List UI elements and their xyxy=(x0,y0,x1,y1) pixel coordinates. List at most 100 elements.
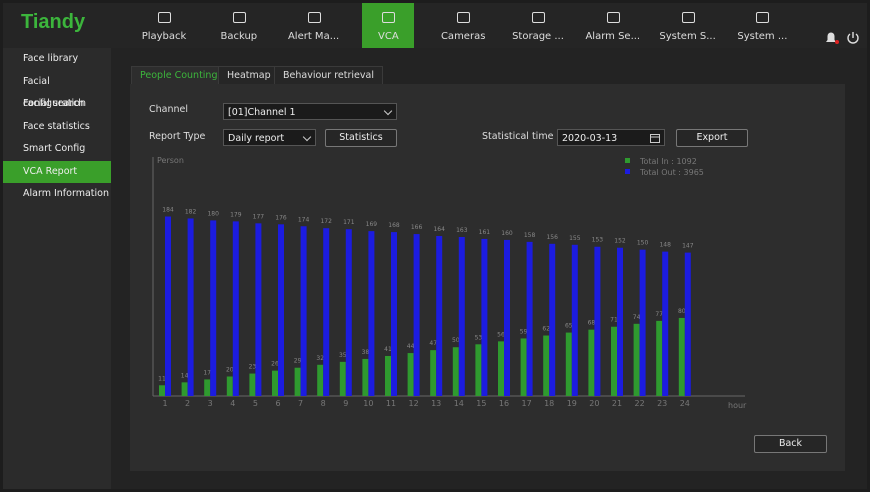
statistics-button[interactable]: Statistics xyxy=(325,129,397,147)
sidebar-item[interactable]: VCA Report xyxy=(3,160,111,183)
nav-item[interactable]: Alert Ma... xyxy=(288,3,340,48)
x-tick-label: 20 xyxy=(589,399,599,408)
nav-item[interactable]: Playback xyxy=(138,3,190,48)
sidebar-item[interactable]: Face statistics xyxy=(23,120,90,132)
bar xyxy=(413,234,420,396)
bar xyxy=(475,344,482,396)
back-button[interactable]: Back xyxy=(754,435,827,453)
bar xyxy=(272,370,278,396)
bar xyxy=(436,236,443,396)
value-label: 169 xyxy=(366,221,378,228)
y-axis-label: Person xyxy=(157,156,184,165)
bar xyxy=(345,229,352,396)
bar xyxy=(678,317,685,396)
nav-label: Alert Ma... xyxy=(287,31,340,42)
bar xyxy=(249,373,256,396)
report-type-select[interactable]: Daily report xyxy=(223,129,316,146)
x-tick-label: 22 xyxy=(635,399,645,408)
value-label: 174 xyxy=(298,216,310,223)
value-label: 38 xyxy=(362,349,370,356)
legend-swatch xyxy=(625,158,630,163)
channel-value: [01]Channel 1 xyxy=(228,107,296,118)
x-tick-label: 12 xyxy=(409,399,419,408)
report-type-value: Daily report xyxy=(228,133,285,144)
value-label: 176 xyxy=(275,214,287,221)
sidebar-item[interactable]: Facial configuration xyxy=(23,75,87,109)
nav-icon xyxy=(382,12,396,23)
bar xyxy=(617,247,623,396)
nav-icon xyxy=(756,12,770,23)
bar xyxy=(300,226,307,396)
value-label: 74 xyxy=(633,314,641,321)
sidebar-item[interactable]: Facial search xyxy=(23,98,85,109)
value-label: 161 xyxy=(479,229,491,236)
bar xyxy=(571,244,578,396)
value-label: 184 xyxy=(162,207,174,214)
bar xyxy=(526,241,533,396)
bar xyxy=(232,221,239,396)
export-button[interactable]: Export xyxy=(676,129,748,147)
x-tick-label: 5 xyxy=(253,399,258,408)
bar xyxy=(549,243,556,396)
channel-select[interactable]: [01]Channel 1 xyxy=(223,103,397,120)
value-label: 180 xyxy=(207,210,219,217)
value-label: 150 xyxy=(637,240,649,247)
value-label: 166 xyxy=(411,224,423,231)
nav-item[interactable]: VCA xyxy=(362,3,415,48)
top-bar: Tiandy Playback Backup Alert Ma... VCA Camer… xyxy=(3,3,867,48)
x-tick-label: 24 xyxy=(680,399,690,408)
nav-item[interactable]: System ... xyxy=(736,3,788,48)
bar xyxy=(639,249,646,396)
x-tick-label: 11 xyxy=(386,399,396,408)
value-label: 62 xyxy=(542,326,550,333)
value-label: 80 xyxy=(678,308,686,315)
nav-label: VCA xyxy=(378,31,399,42)
report-type-label: Report Type xyxy=(149,131,206,142)
legend-swatch xyxy=(625,169,630,174)
value-label: 152 xyxy=(614,238,626,245)
x-tick-label: 14 xyxy=(454,399,464,408)
value-label: 156 xyxy=(546,234,558,241)
bar xyxy=(498,341,504,396)
value-label: 68 xyxy=(588,320,596,327)
value-label: 158 xyxy=(524,232,536,239)
nav-item[interactable]: System S... xyxy=(659,3,716,48)
bar xyxy=(391,232,397,396)
nav-item[interactable]: Alarm Se... xyxy=(585,3,640,48)
value-label: 11 xyxy=(158,375,166,382)
legend-label: Total Out : 3965 xyxy=(639,168,704,177)
nav-item[interactable]: Storage ... xyxy=(512,3,564,48)
bar xyxy=(504,239,510,396)
time-label: Statistical time xyxy=(482,131,554,142)
value-label: 41 xyxy=(384,346,392,353)
bar xyxy=(368,231,375,396)
nav-item[interactable]: Cameras xyxy=(437,3,489,48)
x-tick-label: 13 xyxy=(431,399,441,408)
sidebar-item[interactable]: Smart Config xyxy=(23,143,86,154)
nav-label: Cameras xyxy=(440,31,486,42)
channel-label: Channel xyxy=(149,104,189,115)
nav-label: Alarm Se... xyxy=(585,31,641,42)
x-tick-label: 9 xyxy=(343,399,348,408)
bar xyxy=(385,356,391,396)
bar xyxy=(165,216,171,396)
value-label: 160 xyxy=(501,230,513,237)
bell-icon[interactable] xyxy=(826,32,836,43)
sidebar-item[interactable]: Face library xyxy=(23,53,79,64)
nav-label: System S... xyxy=(659,31,716,42)
x-tick-label: 15 xyxy=(476,399,486,408)
bar xyxy=(481,238,488,396)
logo: Tiandy xyxy=(21,11,86,33)
bar xyxy=(187,218,194,396)
power-icon[interactable] xyxy=(847,33,859,44)
sidebar: Face library Facial configuration Facial s… xyxy=(3,48,111,489)
nav-item[interactable]: Backup xyxy=(213,3,265,48)
calendar-icon xyxy=(650,134,660,143)
sidebar-item[interactable]: Alarm Information xyxy=(23,188,109,199)
bar xyxy=(430,350,437,396)
value-label: 77 xyxy=(655,311,663,318)
time-field[interactable]: 2020-03-13 xyxy=(557,129,665,146)
nav-label: Backup xyxy=(220,31,258,42)
x-tick-label: 2 xyxy=(185,399,190,408)
